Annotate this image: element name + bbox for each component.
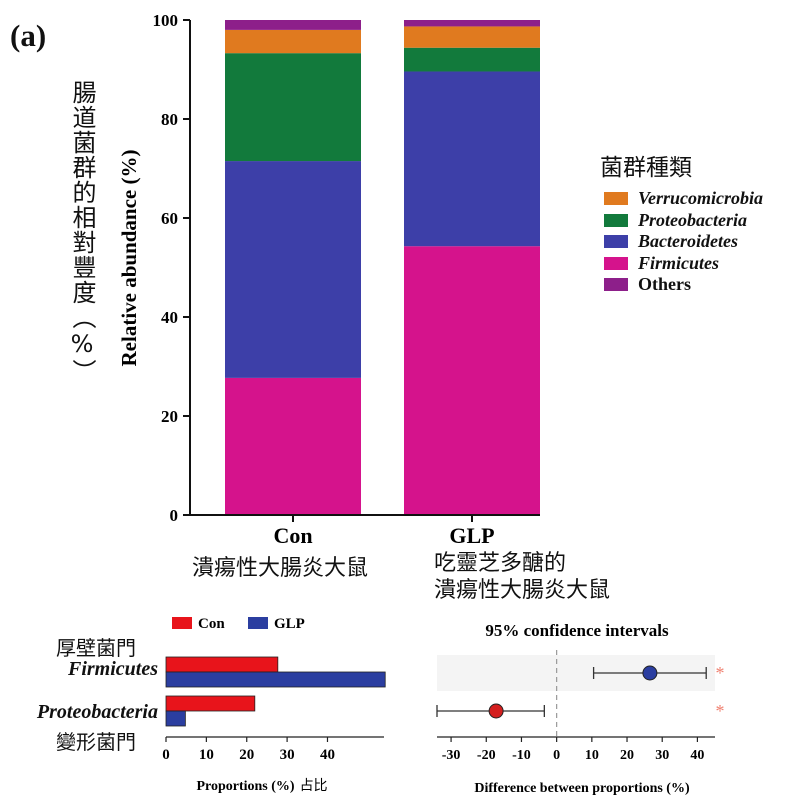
ci-plot: **: [436, 650, 725, 737]
y-tick-label: 60: [161, 209, 178, 228]
prop-legend-label-glp: GLP: [274, 616, 305, 632]
proteobacteria-label: Proteobacteria: [36, 701, 158, 723]
prop-legend-swatch-glp: [248, 617, 268, 629]
significance-star: *: [716, 701, 725, 721]
y-tick-label: 80: [161, 110, 178, 129]
stack-bars: [225, 20, 540, 515]
prop-tick-label: 0: [162, 747, 170, 763]
ci-x-label: Difference between proportions (%): [474, 781, 690, 796]
legend-swatch: [604, 235, 628, 249]
ci-tick-label: -30: [442, 748, 461, 763]
proportions-x-label: Proportions (%) 占比: [196, 778, 327, 794]
ci-tick-label: 40: [690, 748, 704, 763]
proportions-axis: 0 10 20 30 40: [162, 736, 384, 763]
confidence-interval-chart: 95% confidence intervals ** -30 -20 -10 0 10…: [436, 621, 725, 796]
prop-tick-label: 30: [280, 747, 295, 763]
legend-swatch: [604, 192, 628, 206]
legend-title: 菌群種類: [600, 155, 692, 181]
stack-segment-glp-firmicutes: [404, 246, 540, 515]
firmicutes-label: Firmicutes: [67, 658, 158, 680]
legend-item-bacteroidetes: Bacteroidetes: [604, 231, 763, 253]
legend-label: Verrucomicrobia: [638, 188, 764, 209]
glp-category-cjk: 吃靈芝多醣的 潰瘍性大腸炎大鼠: [434, 551, 611, 603]
legend-item-firmicutes: Firmicutes: [604, 253, 763, 275]
proteobacteria-cjk-label: 變形菌門: [56, 730, 136, 754]
ci-tick-label: 10: [585, 748, 599, 763]
ci-point-proteobacteria: [488, 703, 504, 719]
stack-segment-con-others: [225, 20, 361, 30]
legend-label: Proteobacteria: [638, 209, 747, 230]
y-tick-label: 40: [161, 308, 178, 327]
legend-swatch: [604, 256, 628, 270]
stack-segment-glp-proteobacteria: [404, 47, 540, 72]
legend-swatch: [604, 278, 628, 292]
stack-segment-con-bacteroidetes: [225, 161, 361, 378]
x-tick-label-con: Con: [273, 523, 312, 548]
y-tick-label: 0: [170, 506, 179, 525]
ci-tick-label: 20: [620, 748, 634, 763]
y-axis-label: Relative abundance (%): [117, 150, 141, 367]
legend-label: Bacteroidetes: [638, 231, 738, 252]
ci-axis: -30 -20 -10 0 10 20 30 40: [437, 736, 715, 763]
significance-star: *: [716, 663, 725, 683]
con-category-cjk: 潰瘍性大腸炎大鼠: [192, 556, 369, 581]
stack-axes: 0 20 40 60 80 100 Con GLP: [153, 11, 540, 548]
proportions-bars: [165, 656, 386, 727]
legend-label: Firmicutes: [638, 252, 720, 273]
stack-segment-con-verrucomicrobia: [225, 29, 361, 54]
prop-bar-proteobacteria-con: [165, 695, 256, 712]
ci-tick-label: -10: [512, 748, 531, 763]
cjk-side-label: 腸道菌群的相對豐度（%）: [68, 80, 96, 384]
ci-tick-label: 30: [655, 748, 669, 763]
panel-label: (a): [10, 18, 47, 53]
stack-segment-glp-others: [404, 20, 540, 27]
prop-tick-label: 10: [199, 747, 214, 763]
firmicutes-cjk-label: 厚壁菌門: [56, 636, 136, 660]
legend-items: Verrucomicrobia Proteobacteria Bacteroidet…: [604, 188, 763, 296]
legend-swatch: [604, 213, 628, 227]
stack-segment-con-firmicutes: [225, 377, 361, 515]
stack-segment-con-proteobacteria: [225, 53, 361, 162]
legend-item-proteobacteria: Proteobacteria: [604, 210, 763, 232]
prop-bar-proteobacteria-glp: [165, 710, 186, 727]
legend-item-others: Others: [604, 274, 763, 296]
ci-point-firmicutes: [642, 665, 658, 681]
ci-title: 95% confidence intervals: [485, 621, 669, 640]
stacked-bar-chart: Relative abundance (%) 0 20 40 60 80 100 Con GL…: [117, 11, 540, 548]
prop-legend-swatch-con: [172, 617, 192, 629]
legend-label: Others: [638, 274, 691, 295]
legend-item-verrucomicrobia: Verrucomicrobia: [604, 188, 763, 210]
x-tick-label-glp: GLP: [449, 523, 494, 548]
stack-segment-glp-bacteroidetes: [404, 71, 540, 247]
prop-tick-label: 40: [320, 747, 335, 763]
legend: 菌群種類 Verrucomicrobia Proteobacteria Bacter…: [600, 148, 763, 296]
proportions-chart: Con GLP 0 10 20 30 40 Proportions (%) 占比: [162, 616, 386, 794]
y-tick-label: 100: [153, 11, 179, 30]
prop-legend-label-con: Con: [198, 616, 225, 632]
y-tick-label: 20: [161, 407, 178, 426]
ci-tick-label: 0: [553, 748, 560, 763]
prop-bar-firmicutes-glp: [165, 671, 386, 688]
proportions-legend: Con GLP: [172, 616, 305, 632]
prop-bar-firmicutes-con: [165, 656, 279, 673]
prop-tick-label: 20: [239, 747, 254, 763]
stack-segment-glp-verrucomicrobia: [404, 26, 540, 48]
ci-tick-label: -20: [477, 748, 496, 763]
